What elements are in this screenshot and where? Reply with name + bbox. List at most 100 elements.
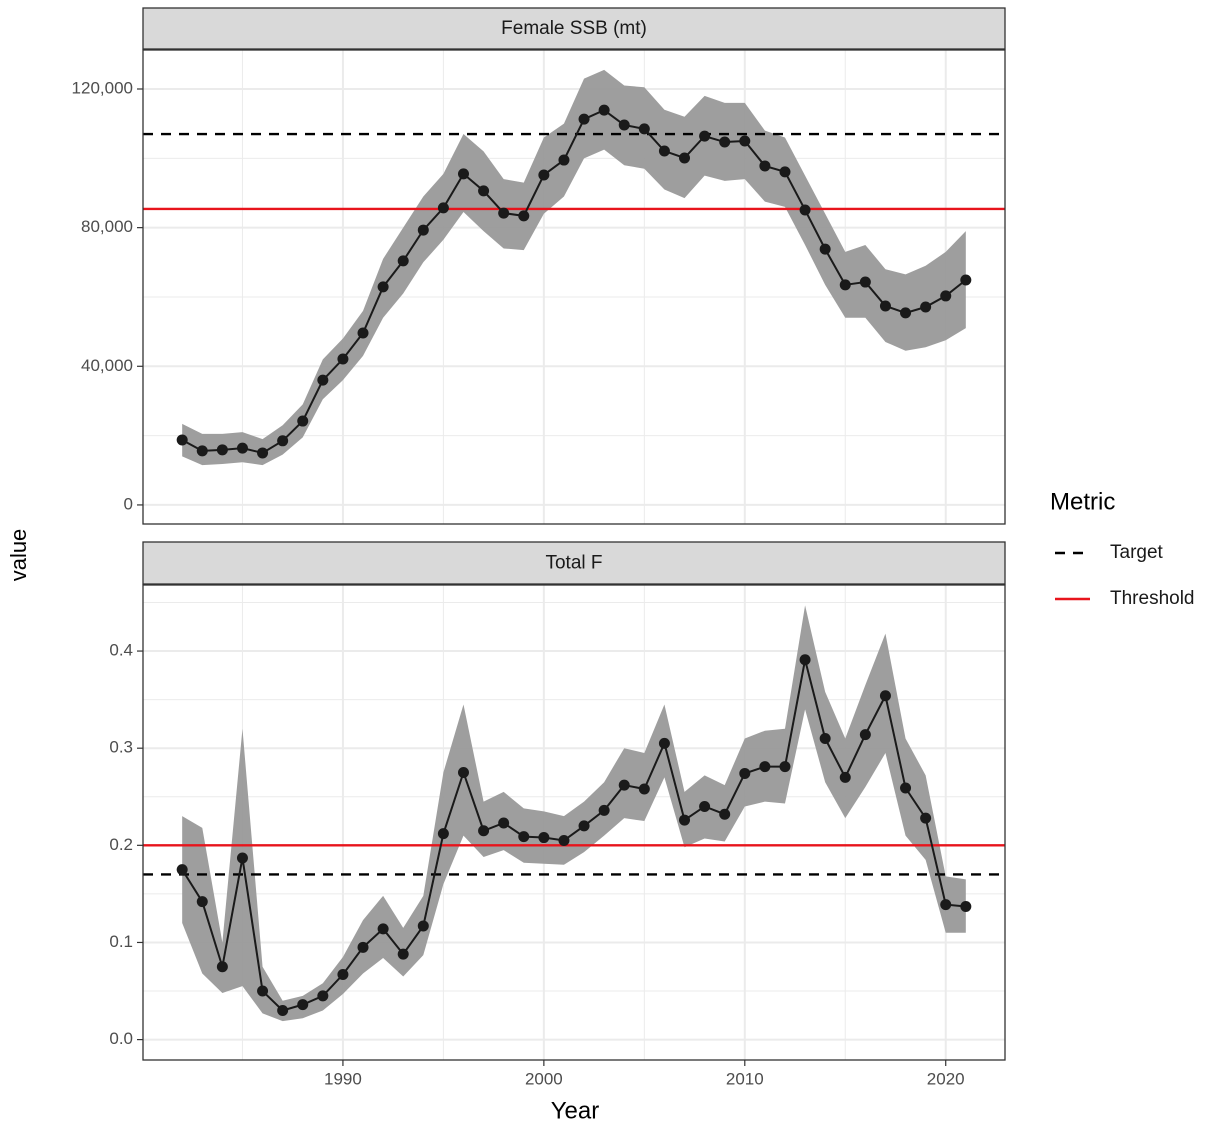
- data-point: [900, 307, 912, 319]
- data-point: [297, 415, 309, 427]
- data-point: [257, 985, 269, 997]
- data-point: [317, 990, 329, 1002]
- series-line: [181, 659, 966, 1012]
- confidence-band: [182, 605, 966, 1022]
- data-point: [879, 690, 891, 702]
- data-point: [297, 999, 309, 1011]
- data-point: [518, 831, 530, 843]
- y-tick-label: 0.1: [109, 932, 133, 951]
- x-axis-label: Year: [551, 1097, 600, 1124]
- data-point: [679, 152, 691, 164]
- data-point: [478, 825, 490, 837]
- y-tick-label: 0.3: [109, 738, 133, 757]
- data-point: [417, 920, 429, 932]
- data-point: [236, 442, 248, 454]
- data-point: [859, 276, 871, 288]
- data-point: [397, 948, 409, 960]
- data-point: [377, 923, 389, 935]
- y-tick-label: 40,000: [81, 356, 133, 375]
- data-point: [799, 654, 811, 666]
- data-point: [699, 130, 711, 142]
- data-point: [940, 899, 952, 911]
- data-point: [960, 274, 972, 286]
- data-point: [196, 896, 208, 908]
- data-point: [578, 113, 590, 125]
- data-point: [679, 814, 691, 826]
- data-point: [277, 435, 289, 447]
- data-point: [558, 834, 570, 846]
- y-tick-label: 0.0: [109, 1029, 133, 1048]
- y-tick-label: 120,000: [72, 78, 133, 97]
- data-point: [739, 767, 751, 779]
- data-point: [417, 224, 429, 236]
- data-point: [779, 166, 791, 178]
- legend-label: Threshold: [1110, 588, 1195, 609]
- data-point: [196, 445, 208, 457]
- data-point: [719, 136, 731, 148]
- x-tick-label: 1990: [324, 1069, 362, 1088]
- data-point: [397, 255, 409, 267]
- data-point: [799, 204, 811, 216]
- series-line: [181, 108, 967, 455]
- data-point: [216, 444, 228, 456]
- data-point: [839, 771, 851, 783]
- x-tick-label: 2000: [525, 1069, 563, 1088]
- data-point: [618, 119, 630, 131]
- panel-border: [142, 49, 1006, 525]
- data-point: [819, 732, 831, 744]
- data-point: [779, 761, 791, 773]
- panel-border: [142, 584, 1006, 1061]
- data-point: [457, 766, 469, 778]
- confidence-band: [182, 69, 966, 466]
- data-point: [859, 729, 871, 741]
- data-point: [759, 160, 771, 172]
- strip: [142, 7, 1006, 50]
- data-point: [337, 969, 349, 981]
- strip-title: Female SSB (mt): [501, 18, 647, 39]
- data-point: [618, 779, 630, 791]
- data-point: [357, 941, 369, 953]
- data-point: [699, 800, 711, 812]
- data-point: [638, 783, 650, 795]
- x-tick-label: 2010: [726, 1069, 764, 1088]
- data-point: [839, 279, 851, 291]
- data-point: [518, 210, 530, 222]
- data-point: [538, 832, 550, 844]
- data-point: [377, 281, 389, 293]
- data-point: [598, 804, 610, 816]
- strip-title: Total F: [545, 553, 602, 574]
- data-point: [257, 447, 269, 459]
- data-point: [920, 301, 932, 313]
- data-point: [819, 243, 831, 255]
- y-tick-label: 0.4: [109, 641, 133, 660]
- data-point: [437, 828, 449, 840]
- x-tick-label: 2020: [927, 1069, 965, 1088]
- data-point: [900, 782, 912, 794]
- data-point: [498, 817, 510, 829]
- data-point: [719, 808, 731, 820]
- data-point: [538, 169, 550, 181]
- data-point: [498, 207, 510, 219]
- data-point: [236, 852, 248, 864]
- data-point: [578, 820, 590, 832]
- data-point: [337, 353, 349, 365]
- data-point: [658, 737, 670, 749]
- data-point: [437, 202, 449, 214]
- legend-label: Target: [1110, 542, 1164, 563]
- y-axis-label: value: [6, 529, 31, 582]
- data-point: [920, 812, 932, 824]
- data-point: [176, 864, 188, 876]
- data-point: [277, 1004, 289, 1016]
- data-point: [317, 374, 329, 386]
- data-point: [216, 961, 228, 973]
- strip: [142, 541, 1006, 585]
- data-point: [638, 123, 650, 135]
- legend-title: Metric: [1050, 488, 1115, 515]
- data-point: [478, 185, 490, 197]
- data-point: [739, 135, 751, 147]
- data-point: [457, 168, 469, 180]
- y-tick-label: 80,000: [81, 217, 133, 236]
- data-point: [658, 145, 670, 157]
